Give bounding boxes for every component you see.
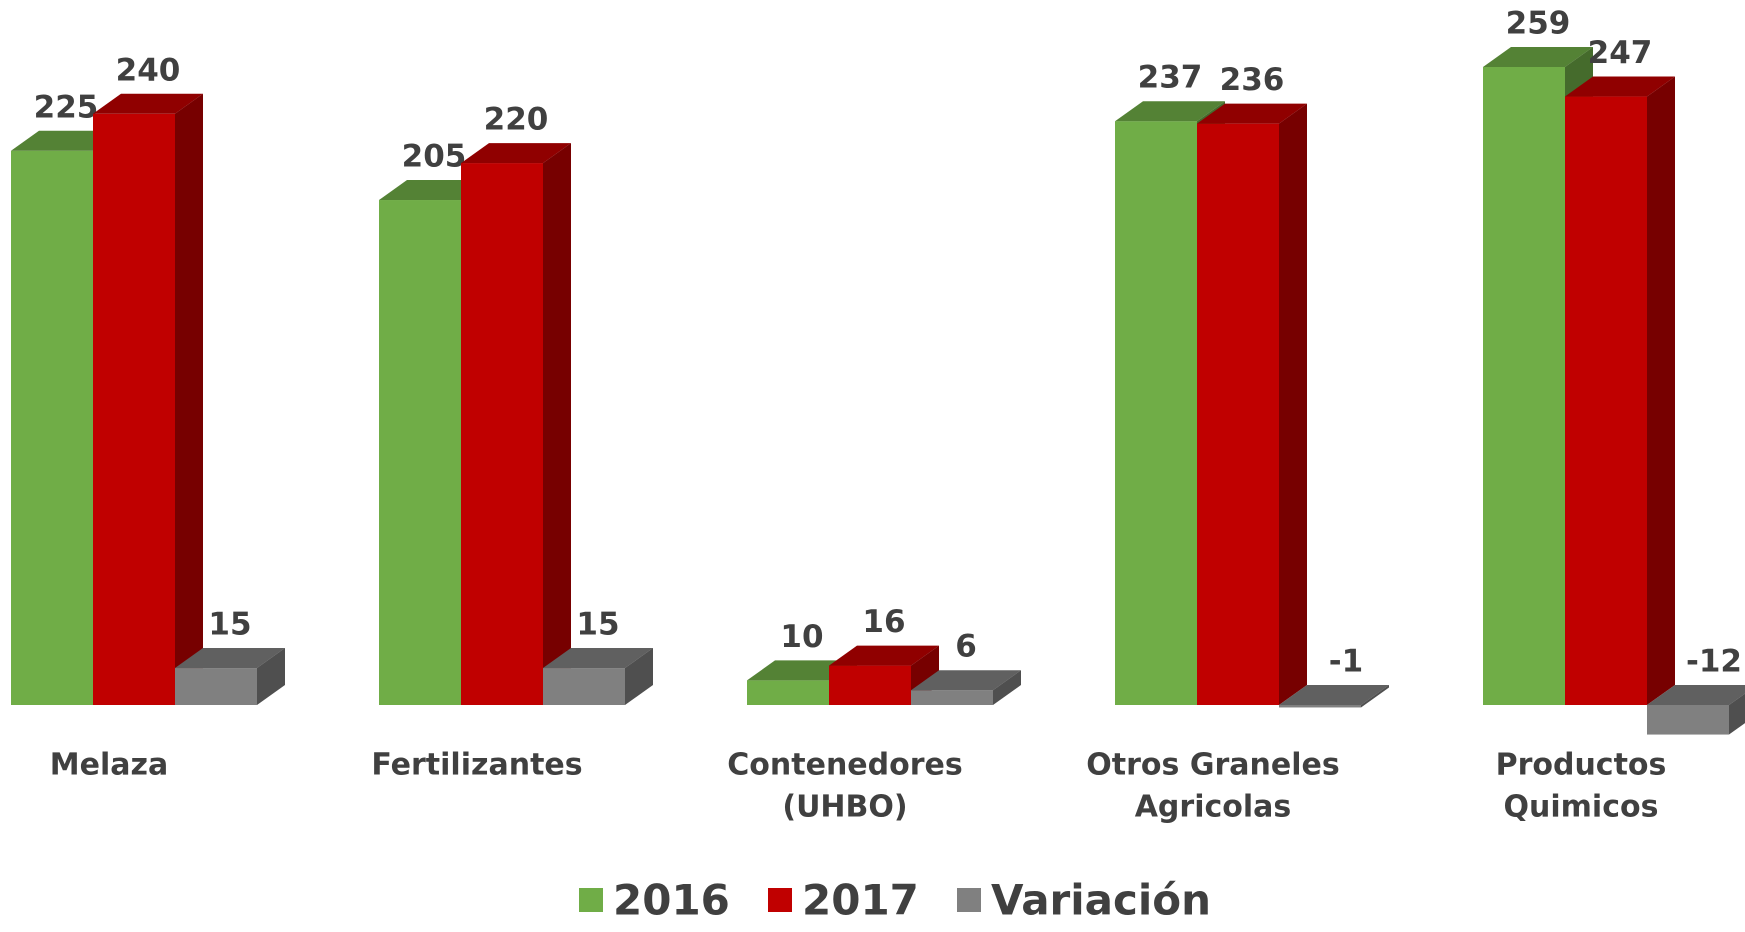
- bar-top: [543, 648, 653, 669]
- value-label: -12: [1686, 644, 1742, 680]
- bar-side: [1729, 693, 1745, 735]
- bar-front: [1279, 705, 1361, 708]
- value-label: 225: [34, 89, 99, 125]
- value-label: 15: [576, 607, 619, 643]
- value-label: 247: [1588, 35, 1653, 71]
- bar-front: [1483, 67, 1565, 705]
- x-tick-label: Otros Graneles: [1086, 748, 1339, 783]
- bar-front: [911, 690, 993, 705]
- value-label: 10: [780, 619, 823, 655]
- x-tick-label: (UHBO): [782, 790, 907, 825]
- bar-front: [1197, 123, 1279, 705]
- bar-side: [993, 670, 1021, 705]
- bar-side: [257, 648, 285, 705]
- legend-swatch: [579, 888, 603, 912]
- bar-front: [11, 150, 93, 705]
- bar-front: [93, 113, 175, 705]
- bar-top: [911, 670, 1021, 691]
- bar-top: [175, 648, 285, 669]
- bar-front: [175, 668, 257, 705]
- value-label: 259: [1506, 6, 1571, 42]
- bar-front: [461, 163, 543, 705]
- bar-front: [1115, 121, 1197, 705]
- value-label: 6: [955, 629, 977, 665]
- x-tick-label: Quimicos: [1504, 790, 1659, 825]
- bar-front: [1647, 705, 1729, 735]
- value-label: 240: [116, 52, 181, 88]
- x-tick-label: Fertilizantes: [371, 748, 582, 783]
- bar-side: [625, 648, 653, 705]
- value-label: 15: [208, 607, 251, 643]
- legend-swatch: [768, 888, 792, 912]
- legend-label: Variación: [991, 876, 1211, 925]
- bar-top: [1197, 103, 1307, 124]
- value-label: 205: [402, 139, 467, 175]
- value-label: 237: [1138, 60, 1203, 96]
- bar-top: [461, 143, 571, 164]
- legend-label: 2017: [802, 876, 919, 925]
- bar-side: [1279, 103, 1307, 705]
- bar-top: [1565, 76, 1675, 97]
- legend-swatch: [957, 888, 981, 912]
- bar-side: [175, 93, 203, 705]
- bar-top: [93, 93, 203, 114]
- x-tick-label: Contenedores: [727, 748, 962, 783]
- value-label: 16: [862, 604, 905, 640]
- value-label: -1: [1329, 644, 1363, 680]
- bar-top: [1647, 685, 1745, 705]
- bar-side: [1647, 76, 1675, 706]
- value-label: 220: [484, 102, 549, 138]
- bar-top: [829, 645, 939, 666]
- bar-top: [1483, 47, 1593, 67]
- legend-label: 2016: [613, 876, 730, 925]
- bar-front: [829, 665, 911, 705]
- bar-side: [1361, 685, 1389, 708]
- x-tick-label: Melaza: [50, 748, 168, 783]
- bar-top: [1115, 101, 1225, 122]
- value-label: 236: [1220, 62, 1285, 98]
- x-tick-label: Productos: [1496, 748, 1667, 783]
- bar-front: [1565, 96, 1647, 706]
- bar-front: [543, 668, 625, 705]
- bar-front: [379, 200, 461, 706]
- bar-top: [1279, 685, 1389, 705]
- bar-side: [543, 143, 571, 705]
- bar-front: [747, 680, 829, 705]
- x-tick-label: Agricolas: [1135, 790, 1292, 825]
